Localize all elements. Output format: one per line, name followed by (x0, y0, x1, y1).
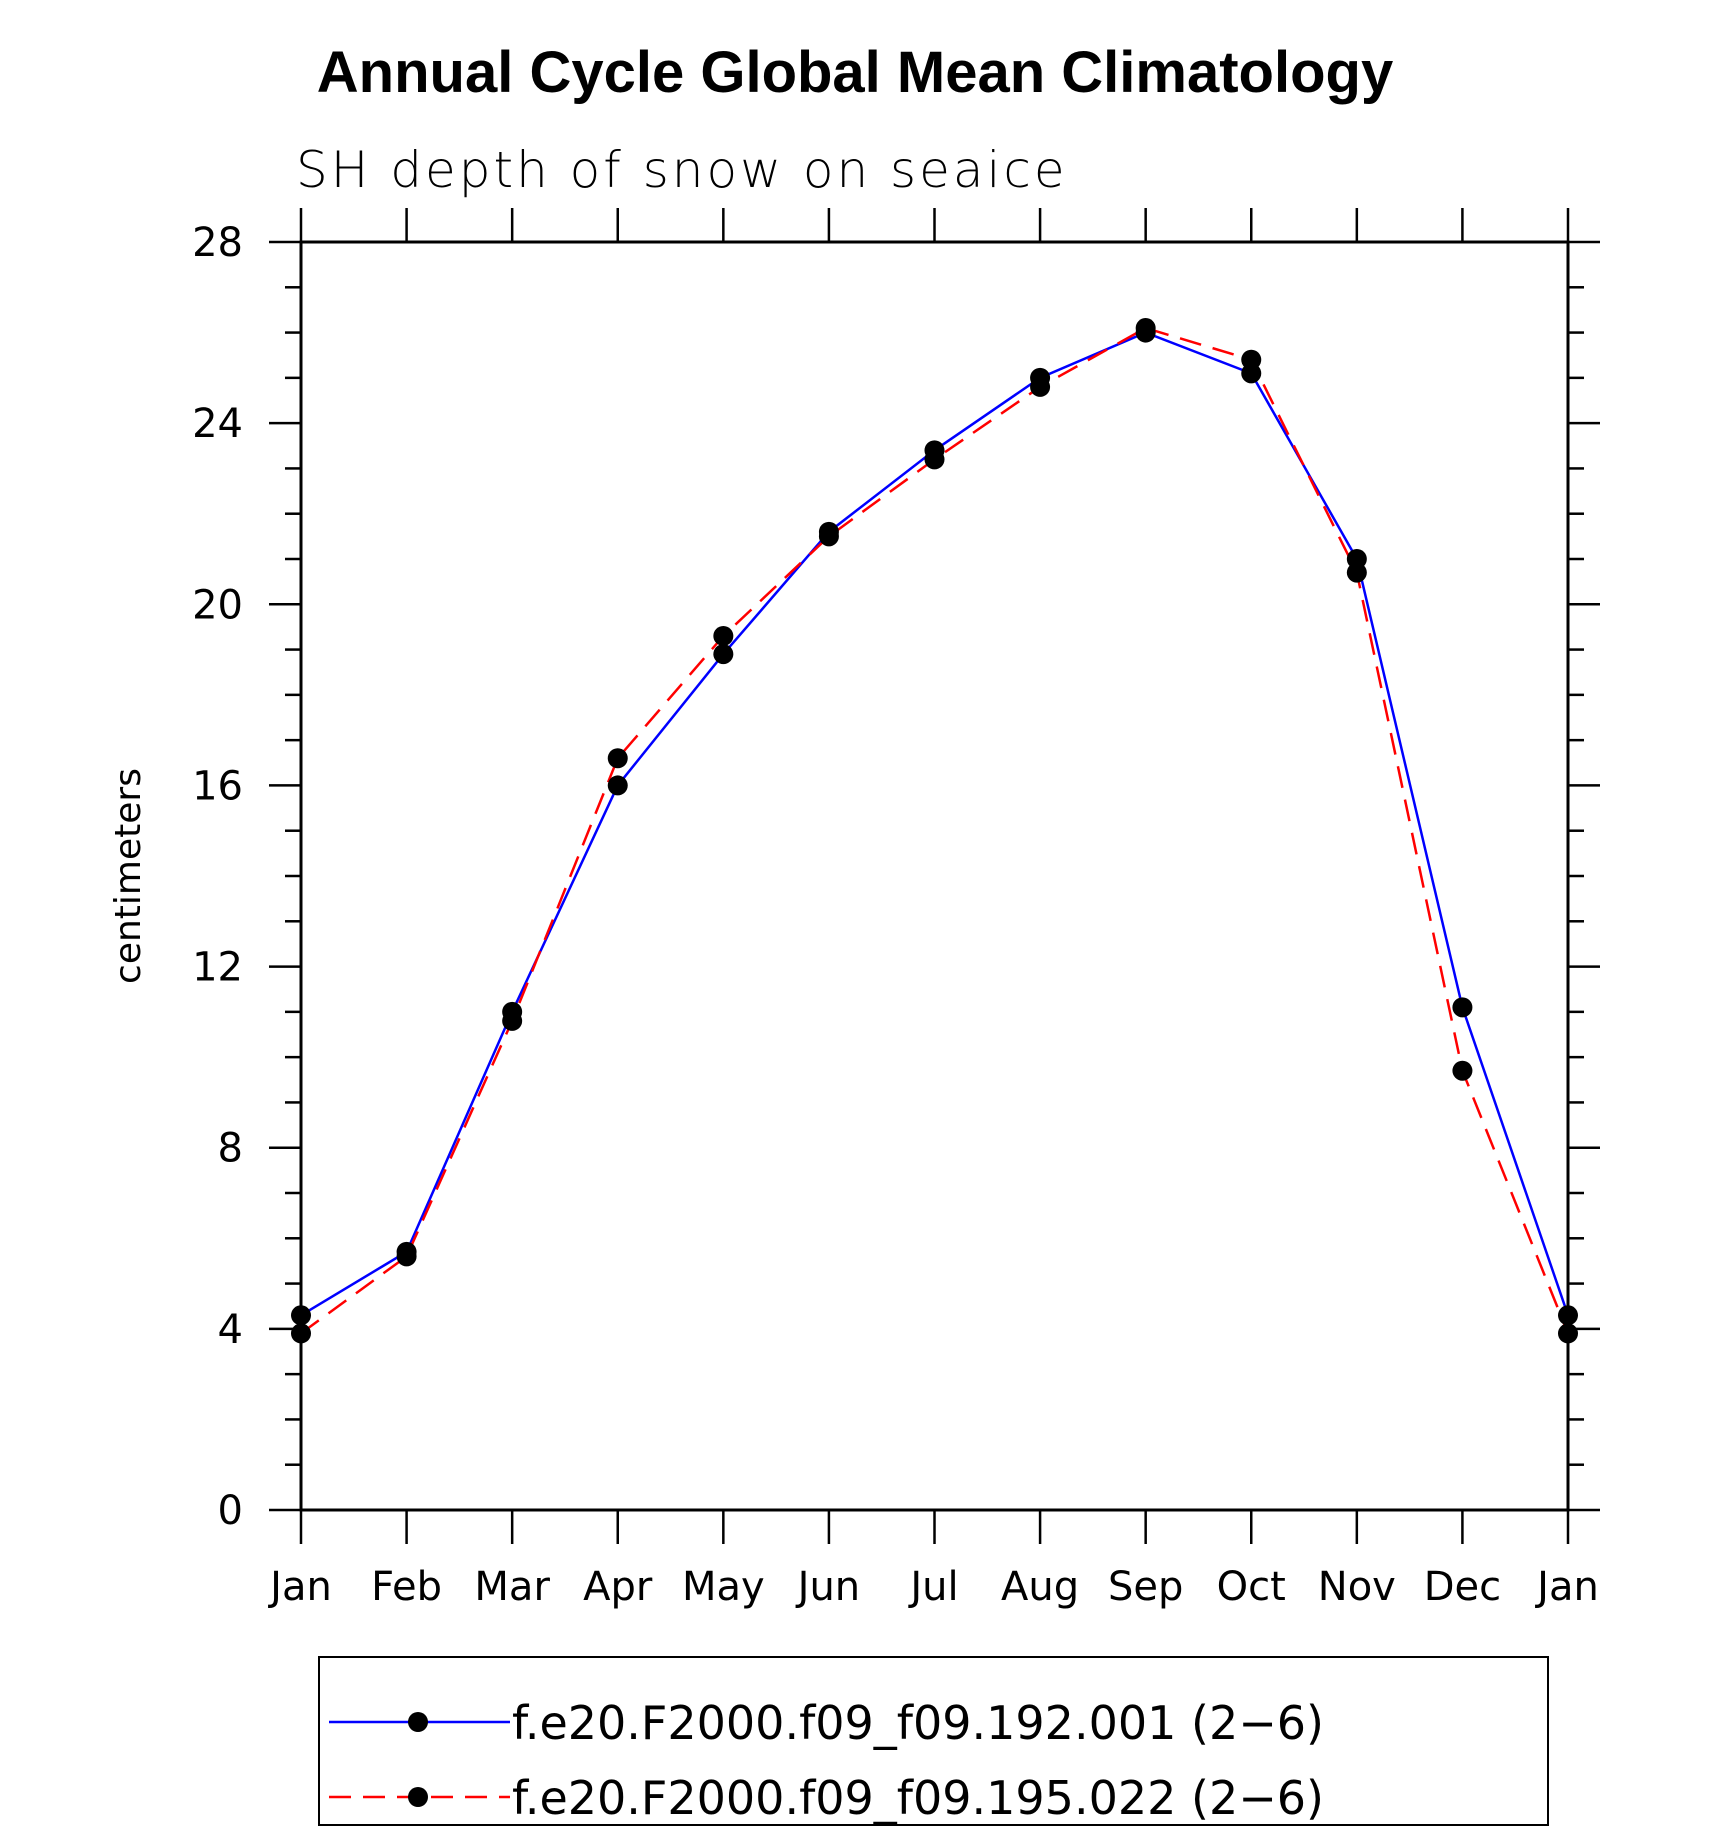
legend-marker-1 (408, 1712, 428, 1732)
y-axis-label: centimeters (108, 768, 149, 984)
chart-title: Annual Cycle Global Mean Climatology (317, 40, 1393, 105)
series-1-point (291, 1305, 311, 1326)
x-tick-label: May (682, 1564, 765, 1610)
series-2-point (607, 748, 628, 769)
y-tick-label: 20 (192, 582, 243, 628)
series-2-point (713, 625, 734, 646)
legend-box (318, 1656, 1549, 1826)
x-tick-label: Mar (474, 1564, 550, 1610)
x-tick-label: Jan (267, 1564, 332, 1610)
series-2-point (924, 449, 945, 470)
plot-area-frame (299, 240, 1570, 1512)
x-tick-label: Dec (1424, 1564, 1501, 1610)
y-tick-label: 28 (192, 220, 243, 266)
series-1-point (607, 775, 628, 796)
y-tick-label: 0 (218, 1488, 243, 1534)
y-tick-labels: 0 4 8 12 16 20 24 28 (192, 220, 243, 1534)
x-tick-label: Jul (907, 1564, 958, 1610)
legend-label-1: f.e20.F2000.f09_f09.192.001 (2−6) (512, 1696, 1324, 1750)
series-line-2 (300, 326, 1570, 1335)
series-2-point (818, 526, 839, 547)
series-2-point (1135, 318, 1156, 339)
series-2-point (502, 1010, 523, 1031)
chart-subtitle: SH depth of snow on seaice (296, 141, 1068, 199)
series-2-point (1558, 1323, 1578, 1344)
y-tick-label: 4 (218, 1307, 243, 1353)
x-tick-label: Oct (1217, 1564, 1286, 1610)
series-2-point (1452, 1060, 1473, 1081)
series-1-point (1452, 997, 1473, 1018)
series-2-point (291, 1323, 311, 1344)
x-tick-label: Feb (371, 1564, 442, 1610)
y-tick-label: 16 (192, 763, 243, 809)
x-tick-label: Jun (795, 1564, 861, 1610)
x-tick-label: Jan (1534, 1564, 1599, 1610)
series-2-point (1030, 376, 1051, 397)
x-tick-label: Apr (583, 1564, 653, 1610)
legend-marker-2 (408, 1787, 428, 1807)
series-1-point (1558, 1305, 1578, 1326)
y-tick-label: 24 (192, 401, 243, 447)
series-2-point (1241, 349, 1262, 370)
series-1-point (713, 644, 734, 665)
x-tick-label: Sep (1108, 1564, 1183, 1610)
series-line-1 (300, 331, 1570, 1317)
y-tick-label: 12 (192, 945, 243, 991)
legend-label-2: f.e20.F2000.f09_f09.195.022 (2−6) (512, 1771, 1324, 1825)
x-tick-label: Aug (1001, 1564, 1079, 1610)
series-lines (291, 318, 1578, 1344)
axis-ticks (269, 208, 1600, 1544)
legend: f.e20.F2000.f09_f09.192.001 (2−6) f.e20.F… (329, 1696, 1324, 1825)
series-2-point (396, 1246, 417, 1267)
x-tick-label: Nov (1318, 1564, 1396, 1610)
series-2-point (1346, 562, 1367, 583)
y-tick-label: 8 (218, 1126, 243, 1172)
x-tick-labels: Jan Feb Mar Apr May Jun Jul Aug Sep Oct Nov Dec Jan (267, 1564, 1599, 1610)
